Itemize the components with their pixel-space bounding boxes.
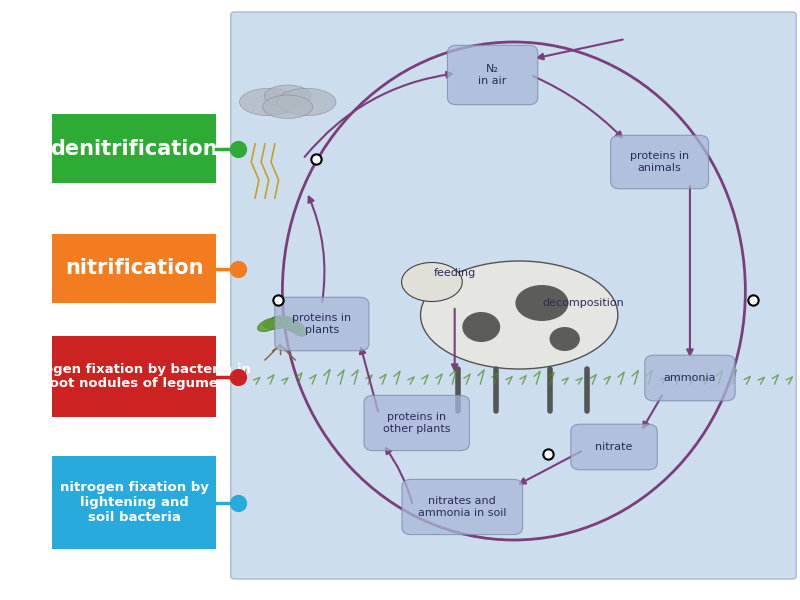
Point bbox=[271, 295, 284, 305]
Text: N₂
in air: N₂ in air bbox=[478, 64, 507, 86]
Ellipse shape bbox=[462, 312, 500, 342]
Point bbox=[232, 144, 245, 154]
FancyBboxPatch shape bbox=[53, 336, 216, 417]
Point bbox=[542, 449, 554, 459]
Ellipse shape bbox=[278, 88, 336, 116]
Point bbox=[310, 154, 322, 164]
FancyBboxPatch shape bbox=[275, 297, 369, 350]
Ellipse shape bbox=[258, 317, 282, 332]
Ellipse shape bbox=[550, 327, 580, 351]
FancyBboxPatch shape bbox=[230, 12, 796, 579]
Ellipse shape bbox=[263, 318, 290, 329]
FancyBboxPatch shape bbox=[53, 114, 216, 183]
FancyBboxPatch shape bbox=[402, 479, 522, 535]
Ellipse shape bbox=[515, 285, 569, 321]
Text: feeding: feeding bbox=[434, 268, 476, 278]
Ellipse shape bbox=[402, 263, 462, 301]
Point bbox=[232, 264, 245, 274]
Text: decomposition: decomposition bbox=[543, 298, 625, 308]
Point bbox=[232, 371, 245, 382]
Ellipse shape bbox=[239, 88, 298, 116]
Text: nitrates and
ammonia in soil: nitrates and ammonia in soil bbox=[418, 496, 506, 518]
Text: nitrogen fixation by
lightening and
soil bacteria: nitrogen fixation by lightening and soil… bbox=[59, 481, 209, 524]
Text: nitrogen fixation by bacteria in
root nodules of legumes: nitrogen fixation by bacteria in root no… bbox=[17, 362, 251, 391]
Point bbox=[232, 498, 245, 508]
FancyBboxPatch shape bbox=[364, 395, 470, 451]
Text: ammonia: ammonia bbox=[664, 373, 716, 383]
FancyBboxPatch shape bbox=[570, 424, 658, 470]
FancyBboxPatch shape bbox=[645, 355, 735, 401]
Ellipse shape bbox=[286, 319, 306, 336]
Ellipse shape bbox=[264, 85, 311, 107]
Ellipse shape bbox=[421, 261, 618, 369]
FancyBboxPatch shape bbox=[447, 45, 538, 104]
Ellipse shape bbox=[271, 316, 298, 327]
Ellipse shape bbox=[262, 95, 313, 118]
Text: proteins in
plants: proteins in plants bbox=[292, 313, 351, 335]
FancyBboxPatch shape bbox=[53, 234, 216, 303]
Text: proteins in
other plants: proteins in other plants bbox=[383, 412, 450, 434]
Text: nitrate: nitrate bbox=[595, 442, 633, 452]
Text: nitrification: nitrification bbox=[65, 259, 203, 278]
Text: denitrification: denitrification bbox=[50, 139, 218, 158]
FancyBboxPatch shape bbox=[610, 135, 709, 188]
Ellipse shape bbox=[278, 318, 302, 332]
FancyBboxPatch shape bbox=[53, 456, 216, 549]
Point bbox=[746, 295, 759, 305]
Text: proteins in
animals: proteins in animals bbox=[630, 151, 689, 173]
